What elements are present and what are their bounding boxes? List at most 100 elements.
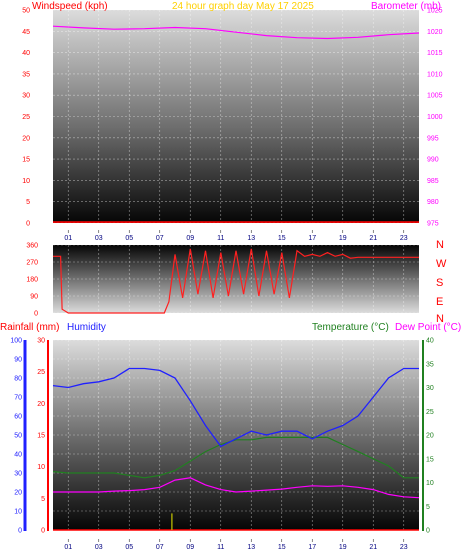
panel1-x-tick-label: 11: [217, 235, 224, 242]
panel3-x-tick-label: 07: [156, 544, 164, 551]
panel3-background: [53, 340, 419, 530]
direction-line: [53, 248, 419, 314]
panel3-x-tick-label: 21: [369, 544, 377, 551]
panel3-x-tick-label: 17: [308, 544, 316, 551]
humidity-tick-label: 80: [14, 376, 22, 383]
direction-tick-label: 180: [26, 277, 38, 284]
humidity-tick-label: 60: [14, 414, 22, 421]
temperature-tick-label: 10: [426, 480, 434, 487]
panel2-background: [53, 245, 419, 313]
barometer-tick-label: 1010: [427, 71, 443, 78]
rainfall-tick-label: 0: [41, 528, 45, 535]
dewpoint-title: Dew Point (°C): [395, 322, 461, 333]
windspeed-tick-label: 35: [22, 71, 30, 78]
temperature-tick-label: 25: [426, 409, 434, 416]
temperature-tick-label: 0: [426, 528, 430, 535]
humidity-tick-label: 50: [14, 433, 22, 440]
panel1-x-tick-label: 03: [95, 235, 103, 242]
direction-label-n-bottom: N: [436, 313, 444, 325]
rainfall-title: Rainfall (mm): [0, 322, 59, 333]
temperature-tick-label: 30: [426, 385, 434, 392]
windspeed-tick-label: 30: [22, 93, 30, 100]
barometer-tick-label: 1020: [427, 29, 443, 36]
panel3-x-tick-label: 01: [64, 544, 72, 551]
panel3-x-tick-label: 09: [186, 544, 194, 551]
panel1-x-tick-label: 01: [64, 235, 72, 242]
windspeed-tick-label: 25: [22, 114, 30, 121]
windspeed-tick-label: 0: [26, 221, 30, 228]
temperature-tick-label: 20: [426, 433, 434, 440]
humidity-tick-label: 90: [14, 357, 22, 364]
humidity-tick-label: 30: [14, 471, 22, 478]
barometer-tick-label: 1025: [427, 8, 443, 15]
rainfall-tick-label: 5: [41, 496, 45, 503]
panel3-x-tick-label: 03: [95, 544, 103, 551]
windspeed-tick-label: 40: [22, 50, 30, 57]
barometer-tick-label: 975: [427, 221, 439, 228]
temperature-tick-label: 5: [426, 504, 430, 511]
direction-label-w: W: [436, 258, 447, 270]
barometer-tick-label: 980: [427, 199, 439, 206]
panel3-x-tick-label: 13: [247, 544, 255, 551]
panel1-x-tick-label: 23: [400, 235, 408, 242]
panel1-x-tick-label: 07: [156, 235, 164, 242]
chart-marks: 0510152025303540455097598098599099510001…: [10, 8, 442, 552]
humidity-tick-label: 10: [14, 509, 22, 516]
windspeed-tick-label: 5: [26, 199, 30, 206]
panel1-x-tick-label: 05: [125, 235, 133, 242]
direction-label-e: E: [436, 296, 443, 308]
rainfall-tick-label: 20: [37, 401, 45, 408]
panel1-x-tick-label: 19: [339, 235, 347, 242]
humidity-title: Humidity: [67, 322, 106, 333]
windspeed-title: Windspeed (kph): [32, 1, 108, 12]
barometer-tick-label: 1000: [427, 114, 443, 121]
rainfall-tick-label: 15: [37, 433, 45, 440]
panel1-background: [53, 10, 419, 223]
panel3-x-tick-label: 05: [125, 544, 133, 551]
windspeed-tick-label: 10: [22, 178, 30, 185]
humidity-tick-label: 20: [14, 490, 22, 497]
panel1-x-tick-label: 17: [308, 235, 316, 242]
humidity-tick-label: 40: [14, 452, 22, 459]
direction-tick-label: 270: [26, 260, 38, 267]
graph-title: 24 hour graph day May 17 2025: [172, 1, 314, 12]
barometer-tick-label: 990: [427, 157, 439, 164]
barometer-tick-label: 985: [427, 178, 439, 185]
panel1-x-tick-label: 21: [369, 235, 377, 242]
panel1-x-tick-label: 15: [278, 235, 286, 242]
windspeed-tick-label: 50: [22, 8, 30, 15]
temperature-line: [52, 436, 419, 479]
humidity-line: [52, 367, 419, 448]
dewpoint-line: [53, 477, 420, 499]
barometer-tick-label: 995: [427, 135, 439, 142]
barometer-tick-label: 1015: [427, 50, 443, 57]
temperature-tick-label: 40: [426, 338, 434, 345]
panel3-x-tick-label: 23: [400, 544, 408, 551]
rainfall-tick-label: 10: [37, 464, 45, 471]
rainfall-tick-label: 30: [37, 338, 45, 345]
barometer-title: Barometer (mb): [371, 1, 441, 12]
temperature-tick-label: 15: [426, 456, 434, 463]
humidity-tick-label: 0: [18, 528, 22, 535]
panel3-x-tick-label: 15: [278, 544, 286, 551]
direction-label-s: S: [436, 277, 443, 289]
windspeed-tick-label: 45: [22, 29, 30, 36]
panel3-x-tick-label: 19: [339, 544, 347, 551]
panel3-x-tick-label: 11: [217, 544, 224, 551]
temperature-title: Temperature (°C): [312, 322, 389, 333]
barometer-line: [52, 25, 420, 40]
direction-tick-label: 360: [26, 243, 38, 250]
rainfall-tick-label: 25: [37, 369, 45, 376]
humidity-tick-label: 70: [14, 395, 22, 402]
direction-tick-label: 90: [30, 294, 38, 301]
barometer-tick-label: 1005: [427, 93, 443, 100]
humidity-tick-label: 100: [10, 338, 22, 345]
windspeed-tick-label: 15: [22, 157, 30, 164]
panel1-x-tick-label: 13: [247, 235, 255, 242]
direction-label-n-top: N: [436, 239, 444, 251]
temperature-tick-label: 35: [426, 361, 434, 368]
windspeed-tick-label: 20: [22, 135, 30, 142]
direction-tick-label: 0: [34, 311, 38, 318]
